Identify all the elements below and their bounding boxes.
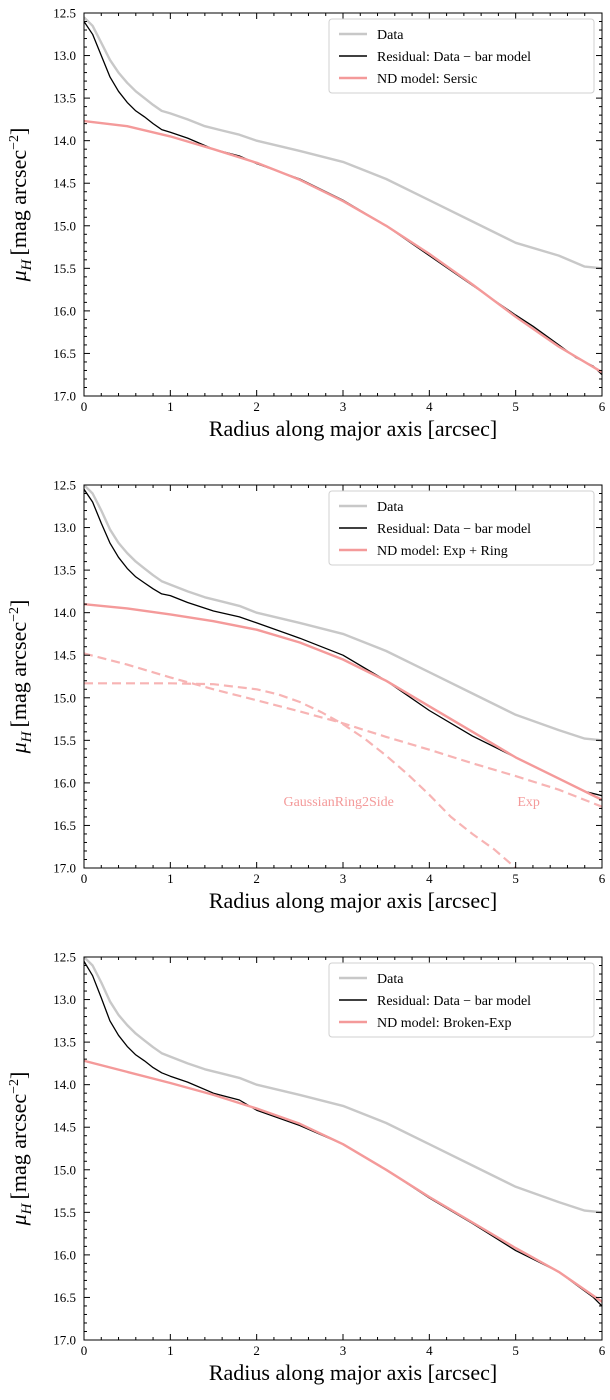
series-line-nd-model-exp-ring (84, 603, 602, 801)
y-tick-label: 16.0 (53, 303, 76, 318)
annotation-gaussianring2side: GaussianRing2Side (283, 795, 393, 810)
plot-area (84, 957, 602, 1307)
y-tick-label: 14.0 (53, 133, 76, 148)
y-tick-label: 12.5 (53, 478, 76, 493)
x-tick-label: 3 (340, 1343, 347, 1358)
legend-box (328, 18, 595, 94)
y-tick-label: 13.0 (53, 48, 76, 63)
x-tick-label: 2 (253, 1343, 260, 1358)
y-tick-label: 15.5 (53, 1205, 76, 1220)
x-tick-label: 0 (81, 871, 88, 886)
series-line-data (84, 16, 602, 270)
y-tick-label: 15.5 (53, 261, 76, 276)
y-tick-label: 16.5 (53, 346, 76, 361)
y-tick-label: 13.5 (53, 1035, 76, 1050)
x-tick-label: 4 (426, 1343, 433, 1358)
x-axis-label: Radius along major axis [arcsec] (209, 416, 497, 441)
plot-area (84, 485, 602, 868)
x-tick-label: 4 (426, 871, 433, 886)
y-tick-label: 16.0 (53, 1247, 76, 1262)
legend-label-residual-data-bar-model: Residual: Data − bar model (377, 522, 531, 537)
y-tick-label: 17.0 (53, 1333, 76, 1348)
legend: Data Residual: Data − bar model ND model: … (328, 18, 595, 94)
plot-area (84, 16, 602, 376)
y-tick-label: 16.5 (53, 818, 76, 833)
legend-label-nd-model-sersic: ND model: Sersic (377, 72, 477, 87)
y-tick-label: 14.5 (53, 648, 76, 663)
legend-label-nd-model-broken-exp: ND model: Broken-Exp (377, 1016, 512, 1031)
y-tick-label: 15.0 (53, 218, 76, 233)
series-line-nd-model-broken-exp (84, 1059, 602, 1303)
y-tick-label: 14.0 (53, 1077, 76, 1092)
series-line-data (84, 957, 602, 1214)
series-line-series-3 (84, 652, 602, 808)
y-axis-label: μH[mag arcsec−2] (6, 600, 35, 755)
y-tick-label: 12.5 (53, 950, 76, 965)
y-tick-label: 13.5 (53, 563, 76, 578)
x-tick-label: 1 (167, 1343, 174, 1358)
legend-box (328, 490, 595, 566)
x-tick-label: 6 (599, 399, 606, 414)
y-axis-label: μH[mag arcsec−2] (6, 128, 35, 283)
chart-panel-sersic: 0 1 2 3 4 5 6 12.5 13.0 13.5 14.0 14.5 15.0 15.5 16.0 1… (6, 6, 606, 442)
x-tick-label: 5 (512, 871, 519, 886)
x-axis-label: Radius along major axis [arcsec] (209, 888, 497, 913)
y-tick-label: 15.0 (53, 1162, 76, 1177)
x-axis-label: Radius along major axis [arcsec] (209, 1360, 497, 1385)
x-tick-label: 5 (512, 1343, 519, 1358)
y-tick-label: 16.5 (53, 1290, 76, 1305)
x-tick-label: 1 (167, 871, 174, 886)
y-tick-label: 13.5 (53, 91, 76, 106)
y-tick-label: 17.0 (53, 389, 76, 404)
series-line-series-4 (84, 682, 517, 868)
y-tick-label: 15.5 (53, 733, 76, 748)
chart-panel-broken-exp: 0 1 2 3 4 5 6 12.5 13.0 13.5 14.0 14.5 15.0 15.5 16.0 1… (6, 950, 606, 1386)
y-tick-label: 14.5 (53, 176, 76, 191)
x-tick-label: 3 (340, 399, 347, 414)
x-tick-label: 1 (167, 399, 174, 414)
x-tick-label: 0 (81, 399, 88, 414)
annotation-exp: Exp (517, 795, 540, 810)
x-tick-label: 4 (426, 399, 433, 414)
x-tick-label: 6 (599, 871, 606, 886)
legend-label-residual-data-bar-model: Residual: Data − bar model (377, 50, 531, 65)
series-line-data (84, 485, 602, 742)
y-axis-label: μH[mag arcsec−2] (6, 1072, 35, 1227)
x-tick-label: 2 (253, 871, 260, 886)
y-tick-label: 13.0 (53, 992, 76, 1007)
x-tick-label: 0 (81, 1343, 88, 1358)
x-tick-label: 5 (512, 399, 519, 414)
y-tick-label: 12.5 (53, 6, 76, 21)
series-line-nd-model-sersic (84, 119, 602, 374)
chart-panel-exp-ring: 0 1 2 3 4 5 6 12.5 13.0 13.5 14.0 14.5 15.0 15.5 16.0 1… (6, 478, 606, 914)
x-tick-label: 6 (599, 1343, 606, 1358)
series-line-residual-data-bar-model (84, 960, 602, 1307)
x-tick-label: 3 (340, 871, 347, 886)
series-line-residual-data-bar-model (84, 488, 602, 797)
legend-label-data: Data (377, 28, 404, 43)
legend: Data Residual: Data − bar model ND model: … (328, 490, 595, 566)
x-tick-label: 2 (253, 399, 260, 414)
legend-label-data: Data (377, 972, 404, 987)
legend-label-nd-model-exp-ring: ND model: Exp + Ring (377, 544, 508, 559)
y-tick-label: 15.0 (53, 690, 76, 705)
legend-label-residual-data-bar-model: Residual: Data − bar model (377, 994, 531, 1009)
y-tick-label: 17.0 (53, 861, 76, 876)
y-tick-label: 14.0 (53, 605, 76, 620)
y-tick-label: 14.5 (53, 1120, 76, 1135)
legend-box (328, 962, 595, 1038)
y-tick-label: 16.0 (53, 775, 76, 790)
legend-label-data: Data (377, 500, 404, 515)
y-tick-label: 13.0 (53, 520, 76, 535)
legend: Data Residual: Data − bar model ND model: … (328, 962, 595, 1038)
